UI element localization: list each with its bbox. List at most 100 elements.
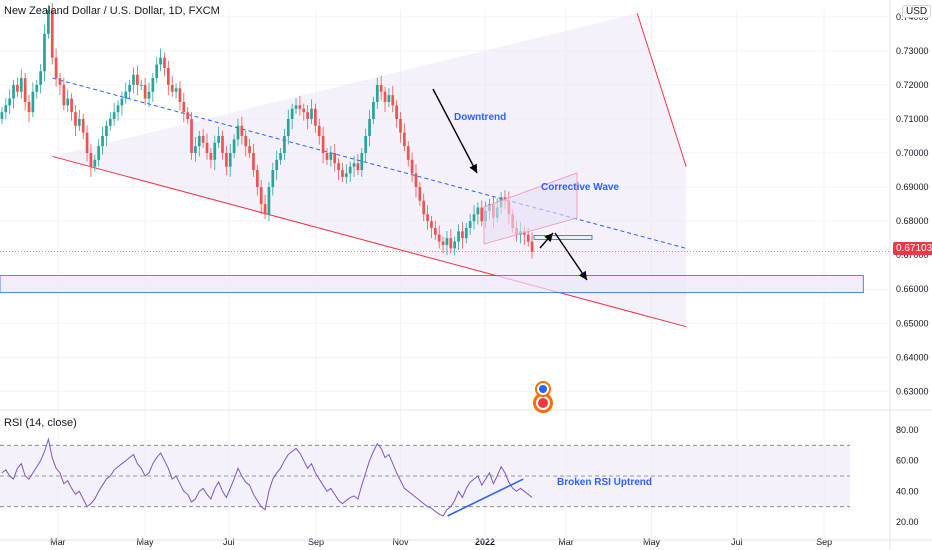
candle-body [120,98,124,106]
candle-body [225,153,228,167]
candle-body [356,163,360,171]
candle-body [337,163,340,171]
candle-body [372,101,375,119]
candle-body [50,10,54,58]
support-zone [0,275,864,294]
candle-body [43,33,46,72]
candle-body [74,112,77,126]
candle-body [526,234,530,242]
candle-body [325,153,329,160]
candle-body [47,10,50,34]
candle-body [217,135,220,143]
rsi-tick-label: 80.00 [896,425,919,435]
candle-body [445,238,449,245]
candle-body [279,153,282,160]
annotation-broken-rsi: Broken RSI Uptrend [557,477,653,488]
price-tick-label: 0.67000 [896,250,929,260]
price-tick-label: 0.72000 [896,80,929,90]
candle-body [70,98,73,113]
candle-body [453,241,457,249]
candle-body [344,173,348,177]
arrow-corrective-up [539,232,554,249]
price-tick-label: 0.73000 [896,46,929,56]
candle-body [116,105,120,113]
candle-body [341,170,344,177]
time-tick-label: 2022 [475,537,495,547]
currency-badge[interactable]: USD [902,5,932,18]
time-tick-label: Mar [558,537,574,547]
candle-body [271,170,275,188]
candle-body [321,135,325,154]
candle-body [418,187,422,201]
candle-body [197,135,201,147]
candle-body [275,159,279,171]
candle-body [255,170,259,188]
candle-body [236,125,240,140]
time-tick-label: Jul [223,537,235,547]
candle-body [461,231,464,239]
candle-body [410,159,414,174]
candle-body [387,95,391,102]
candle-body [16,84,19,92]
candle-body [62,84,66,106]
candle-body [294,105,298,109]
candle-body [89,153,93,167]
candle-body [368,118,371,136]
channel-lower-line [52,155,687,328]
candle-body [240,125,244,136]
candle-body [457,231,460,242]
candle-body [426,214,429,222]
candle-body [186,112,190,119]
candle-body [105,125,108,136]
candle-body [310,108,313,119]
candle-body [163,57,166,68]
candle-body [530,241,534,252]
candle-body [383,91,387,102]
candle-body [194,146,197,154]
candle-body [97,146,101,160]
candle-body [66,98,70,106]
candle-body [77,118,81,126]
candle-body [391,95,395,106]
candle-body [406,146,410,160]
candle-body [414,173,418,188]
candle-body [433,227,437,235]
candle-body [81,118,85,133]
candle-body [267,187,271,215]
price-tick-label: 0.69000 [896,182,929,192]
price-tick-label: 0.65000 [896,318,929,328]
candle-body [213,142,217,160]
candle-body [8,98,12,106]
candle-body [286,118,290,136]
candle-body [155,64,159,79]
candle-body [422,200,426,215]
candle-body [166,67,170,85]
price-channel [0,13,890,328]
candle-body [124,91,128,99]
candle-body [259,187,263,205]
arrow-target-down [554,232,588,281]
price-tick-label: 0.71000 [896,114,929,124]
candle-body [437,234,441,242]
candle-body [232,139,236,154]
candle-body [136,74,139,85]
channel-mid-line [52,77,687,249]
candle-body [403,132,406,147]
candle-body [19,78,23,92]
candle-body [317,125,321,136]
candle-body [375,84,379,102]
rsi-title: RSI (14, close) [4,417,77,429]
candle-body [101,135,104,147]
candle-body [252,153,255,171]
annotation-downtrend: Downtrend [454,112,507,123]
channel-upper-line [636,13,687,167]
arrow-downtrend [432,88,478,174]
candle-body [348,166,352,174]
time-tick-label: Sep [816,537,832,547]
candle-body [290,108,294,119]
candle-body [205,142,209,154]
candle-body [54,57,58,79]
candle-body [132,74,135,85]
